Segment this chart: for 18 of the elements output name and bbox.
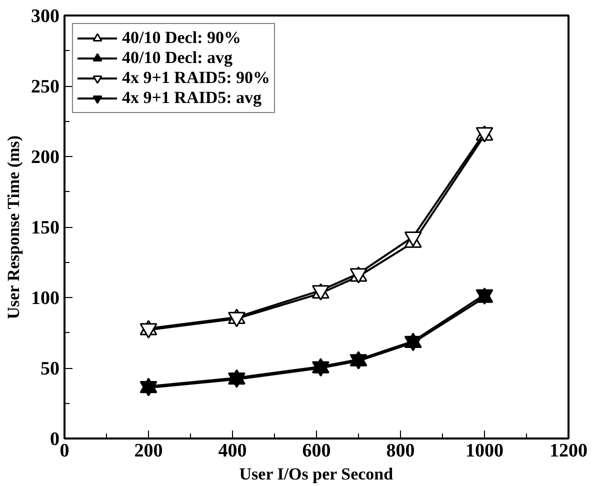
legend-label: 4x 9+1 RAID5: 90% — [122, 68, 270, 88]
y-tick-label: 50 — [40, 358, 60, 380]
x-tick-label: 800 — [386, 440, 415, 462]
y-tick-label: 100 — [31, 288, 60, 309]
y-tick-label: 250 — [31, 76, 60, 98]
y-tick-label: 300 — [31, 6, 60, 27]
x-tick-label: 200 — [134, 440, 163, 462]
x-tick-label: 1000 — [466, 440, 504, 462]
x-axis-title: User I/Os per Second — [239, 464, 394, 484]
x-tick-label: 400 — [218, 440, 247, 462]
legend-label: 40/10 Decl: 90% — [122, 28, 241, 48]
legend-label: 4x 9+1 RAID5: avg — [122, 88, 262, 108]
legend-label: 40/10 Decl: avg — [122, 48, 232, 68]
y-tick-label: 200 — [31, 147, 60, 168]
y-axis-title: User Response Time (ms) — [4, 135, 23, 320]
y-tick-label: 150 — [31, 218, 60, 238]
x-tick-label: 1200 — [550, 440, 588, 462]
x-tick-label: 600 — [302, 440, 331, 462]
